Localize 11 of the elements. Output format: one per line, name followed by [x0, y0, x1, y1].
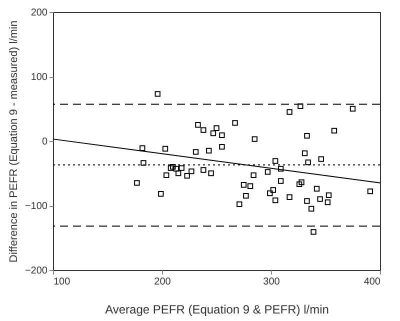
- y-tick-label: 100: [30, 72, 48, 83]
- y-axis-title: Difference in PEFR (Equation 9 - measured) l/min: [8, 20, 20, 262]
- y-tick-label: −200: [24, 266, 48, 276]
- y-tick-label: 200: [30, 8, 48, 18]
- x-axis-title: Average PEFR (Equation 9 & PEFR) l/min: [105, 302, 329, 316]
- y-tick-label: 0: [42, 136, 48, 148]
- x-tick-label: 100: [54, 276, 71, 288]
- x-tick-label: 300: [263, 276, 280, 288]
- x-tick-label: 400: [364, 276, 381, 288]
- y-tick-label: −100: [24, 201, 48, 212]
- x-tick-label: 200: [154, 276, 172, 288]
